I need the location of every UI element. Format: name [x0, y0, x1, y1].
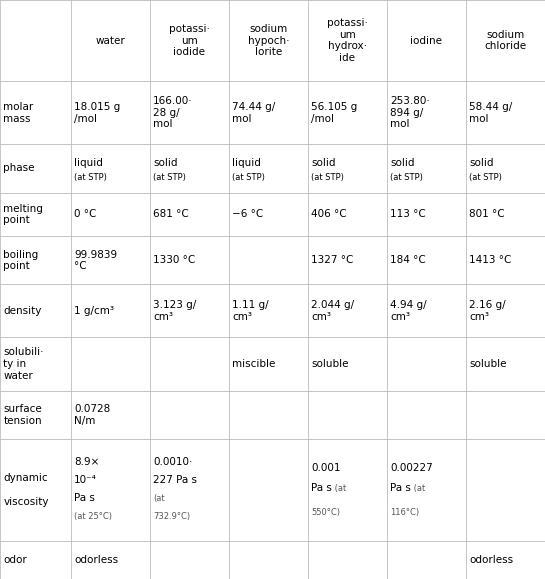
Text: 116°C): 116°C) [390, 508, 419, 517]
Text: 732.9°C): 732.9°C) [153, 512, 190, 521]
Text: soluble: soluble [469, 359, 507, 369]
Text: (at STP): (at STP) [153, 173, 186, 182]
Text: dynamic

viscosity: dynamic viscosity [3, 474, 49, 507]
Text: 1 g/cm³: 1 g/cm³ [74, 306, 114, 316]
Text: sodium
chloride: sodium chloride [485, 30, 526, 52]
Text: Pa s: Pa s [74, 493, 95, 503]
Text: 2.044 g/
cm³: 2.044 g/ cm³ [311, 300, 354, 321]
Text: 550°C): 550°C) [311, 508, 340, 517]
Text: odorless: odorless [469, 555, 513, 565]
Text: 99.9839
°C: 99.9839 °C [74, 250, 117, 271]
Text: water: water [95, 36, 125, 46]
Text: liquid: liquid [232, 157, 261, 168]
Text: soluble: soluble [311, 359, 349, 369]
Text: 0.0728
N/m: 0.0728 N/m [74, 405, 110, 426]
Text: (at STP): (at STP) [311, 173, 344, 182]
Text: potassi·
um
hydrox·
ide: potassi· um hydrox· ide [327, 19, 368, 63]
Text: Pa s: Pa s [311, 483, 332, 493]
Text: 253.80·
894 g/
mol: 253.80· 894 g/ mol [390, 96, 430, 129]
Text: 113 °C: 113 °C [390, 210, 426, 219]
Text: 4.94 g/
cm³: 4.94 g/ cm³ [390, 300, 427, 321]
Text: (at: (at [153, 494, 165, 503]
Text: 0.00227: 0.00227 [390, 463, 433, 473]
Text: (at: (at [332, 483, 346, 493]
Text: 10⁻⁴: 10⁻⁴ [74, 475, 97, 485]
Text: potassi·
um
iodide: potassi· um iodide [169, 24, 210, 57]
Text: odor: odor [3, 555, 27, 565]
Text: 227 Pa s: 227 Pa s [153, 475, 197, 485]
Text: boiling
point: boiling point [3, 250, 39, 271]
Text: (at STP): (at STP) [390, 173, 423, 182]
Text: (at 25°C): (at 25°C) [74, 512, 112, 521]
Text: 8.9×: 8.9× [74, 457, 99, 467]
Text: 3.123 g/
cm³: 3.123 g/ cm³ [153, 300, 196, 321]
Text: 1.11 g/
cm³: 1.11 g/ cm³ [232, 300, 269, 321]
Text: Pa s: Pa s [390, 483, 411, 493]
Text: 1413 °C: 1413 °C [469, 255, 512, 265]
Text: (at STP): (at STP) [232, 173, 265, 182]
Text: liquid: liquid [74, 157, 103, 168]
Text: (at STP): (at STP) [469, 173, 502, 182]
Text: solubili·
ty in
water: solubili· ty in water [3, 347, 44, 380]
Text: sodium
hypoch·
lorite: sodium hypoch· lorite [247, 24, 289, 57]
Text: 0.0010·: 0.0010· [153, 457, 192, 467]
Text: molar
mass: molar mass [3, 102, 34, 123]
Text: 18.015 g
/mol: 18.015 g /mol [74, 102, 120, 123]
Text: iodine: iodine [410, 36, 443, 46]
Text: odorless: odorless [74, 555, 118, 565]
Text: solid: solid [311, 157, 336, 168]
Text: miscible: miscible [232, 359, 275, 369]
Text: 0 °C: 0 °C [74, 210, 96, 219]
Text: 74.44 g/
mol: 74.44 g/ mol [232, 102, 275, 123]
Text: 184 °C: 184 °C [390, 255, 426, 265]
Text: melting
point: melting point [3, 204, 43, 225]
Text: (at: (at [411, 483, 425, 493]
Text: 801 °C: 801 °C [469, 210, 505, 219]
Text: 56.105 g
/mol: 56.105 g /mol [311, 102, 358, 123]
Text: 1327 °C: 1327 °C [311, 255, 354, 265]
Text: 681 °C: 681 °C [153, 210, 189, 219]
Text: −6 °C: −6 °C [232, 210, 263, 219]
Text: solid: solid [153, 157, 178, 168]
Text: 2.16 g/
cm³: 2.16 g/ cm³ [469, 300, 506, 321]
Text: 1330 °C: 1330 °C [153, 255, 195, 265]
Text: (at STP): (at STP) [74, 173, 107, 182]
Text: solid: solid [469, 157, 494, 168]
Text: 0.001: 0.001 [311, 463, 341, 473]
Text: phase: phase [3, 163, 35, 174]
Text: 406 °C: 406 °C [311, 210, 347, 219]
Text: 58.44 g/
mol: 58.44 g/ mol [469, 102, 512, 123]
Text: solid: solid [390, 157, 415, 168]
Text: density: density [3, 306, 41, 316]
Text: surface
tension: surface tension [3, 405, 42, 426]
Text: 166.00·
28 g/
mol: 166.00· 28 g/ mol [153, 96, 192, 129]
